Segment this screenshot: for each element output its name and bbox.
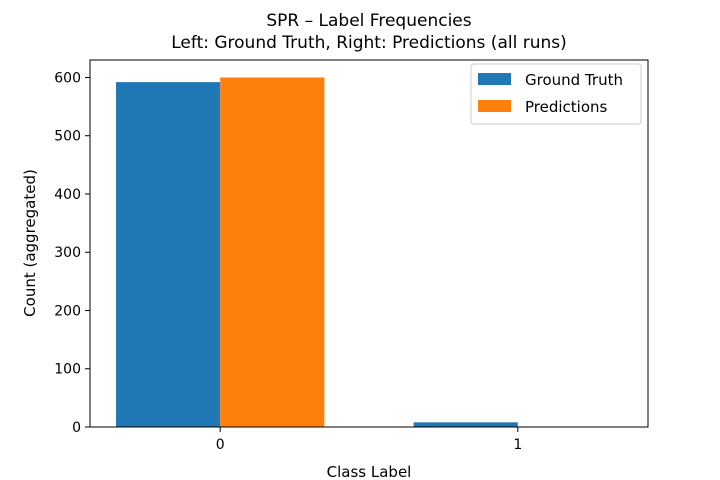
- legend: Ground Truth Predictions: [470, 63, 642, 125]
- plot-frame: [89, 59, 649, 428]
- legend-label-predictions: Predictions: [525, 98, 608, 116]
- y-axis-label: Count (aggregated): [21, 169, 39, 317]
- bar-predictions-class-0: [220, 77, 325, 427]
- y-tick-label: 400: [54, 187, 81, 203]
- x-axis-label: Class Label: [327, 463, 412, 480]
- x-tick-label: 0: [216, 437, 225, 453]
- chart-title: SPR – Label Frequencies: [266, 11, 471, 31]
- x-tick-label: 1: [513, 437, 522, 453]
- bars-group: [116, 77, 518, 427]
- y-tick-label: 500: [54, 129, 81, 145]
- legend-swatch-predictions: [478, 100, 511, 112]
- y-axis-ticks: 0 100 200 300 400 500 600: [54, 70, 90, 436]
- chart-subtitle: Left: Ground Truth, Right: Predictions (…: [171, 33, 566, 53]
- legend-label-ground-truth: Ground Truth: [525, 71, 623, 89]
- y-tick-label: 0: [72, 420, 81, 436]
- y-tick-label: 600: [54, 70, 81, 86]
- bar-ground-truth-class-1: [413, 422, 518, 427]
- y-tick-label: 200: [54, 303, 81, 319]
- bar-ground-truth-class-0: [116, 82, 221, 427]
- legend-box: [470, 63, 642, 125]
- legend-swatch-ground-truth: [478, 73, 511, 85]
- y-tick-label: 300: [54, 245, 81, 261]
- y-tick-label: 100: [54, 362, 81, 378]
